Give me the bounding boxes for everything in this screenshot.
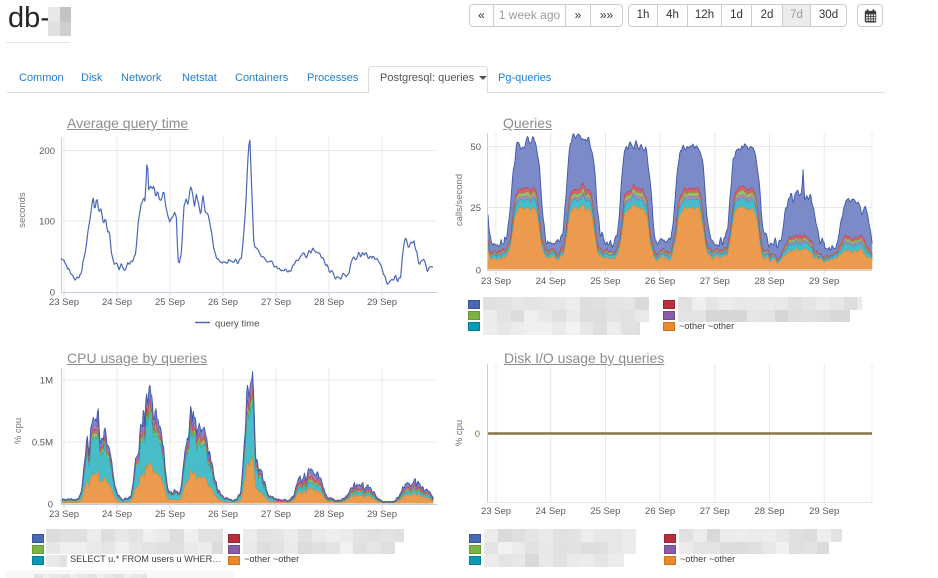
svg-text:23 Sep: 23 Sep [49, 297, 79, 308]
svg-text:23 Sep: 23 Sep [481, 276, 511, 287]
svg-text:0: 0 [48, 500, 53, 511]
svg-text:24 Sep: 24 Sep [536, 276, 566, 287]
svg-text:28 Sep: 28 Sep [754, 506, 784, 517]
svg-text:24 Sep: 24 Sep [536, 506, 566, 517]
svg-text:0.5M: 0.5M [32, 438, 53, 449]
svg-text:50: 50 [470, 142, 481, 153]
svg-text:29 Sep: 29 Sep [367, 509, 397, 520]
svg-text:25 Sep: 25 Sep [590, 276, 620, 287]
svg-text:29 Sep: 29 Sep [809, 276, 839, 287]
svg-text:23 Sep: 23 Sep [481, 506, 511, 517]
svg-text:25: 25 [470, 203, 481, 214]
svg-text:28 Sep: 28 Sep [314, 509, 344, 520]
svg-text:25 Sep: 25 Sep [155, 297, 185, 308]
svg-text:27 Sep: 27 Sep [261, 509, 291, 520]
svg-text:% cpu: % cpu [454, 420, 465, 446]
svg-text:27 Sep: 27 Sep [261, 297, 291, 308]
svg-text:1M: 1M [40, 376, 53, 387]
svg-text:0: 0 [476, 266, 481, 277]
svg-text:0: 0 [50, 288, 55, 299]
svg-text:100: 100 [39, 217, 55, 228]
svg-text:calls/second: calls/second [454, 174, 465, 226]
svg-text:26 Sep: 26 Sep [208, 297, 238, 308]
svg-text:0: 0 [475, 429, 480, 440]
svg-text:query time: query time [215, 319, 259, 330]
svg-text:25 Sep: 25 Sep [155, 509, 185, 520]
svg-text:26 Sep: 26 Sep [208, 509, 238, 520]
svg-text:200: 200 [39, 146, 55, 157]
svg-text:23 Sep: 23 Sep [49, 509, 79, 520]
svg-text:25 Sep: 25 Sep [590, 506, 620, 517]
svg-text:26 Sep: 26 Sep [645, 506, 675, 517]
svg-text:27 Sep: 27 Sep [700, 506, 730, 517]
svg-text:24 Sep: 24 Sep [102, 509, 132, 520]
svg-text:27 Sep: 27 Sep [700, 276, 730, 287]
svg-text:28 Sep: 28 Sep [754, 276, 784, 287]
svg-text:28 Sep: 28 Sep [314, 297, 344, 308]
svg-text:seconds: seconds [17, 192, 28, 228]
svg-text:26 Sep: 26 Sep [645, 276, 675, 287]
svg-text:29 Sep: 29 Sep [367, 297, 397, 308]
svg-text:24 Sep: 24 Sep [102, 297, 132, 308]
svg-text:29 Sep: 29 Sep [809, 506, 839, 517]
svg-text:% cpu: % cpu [13, 418, 24, 444]
